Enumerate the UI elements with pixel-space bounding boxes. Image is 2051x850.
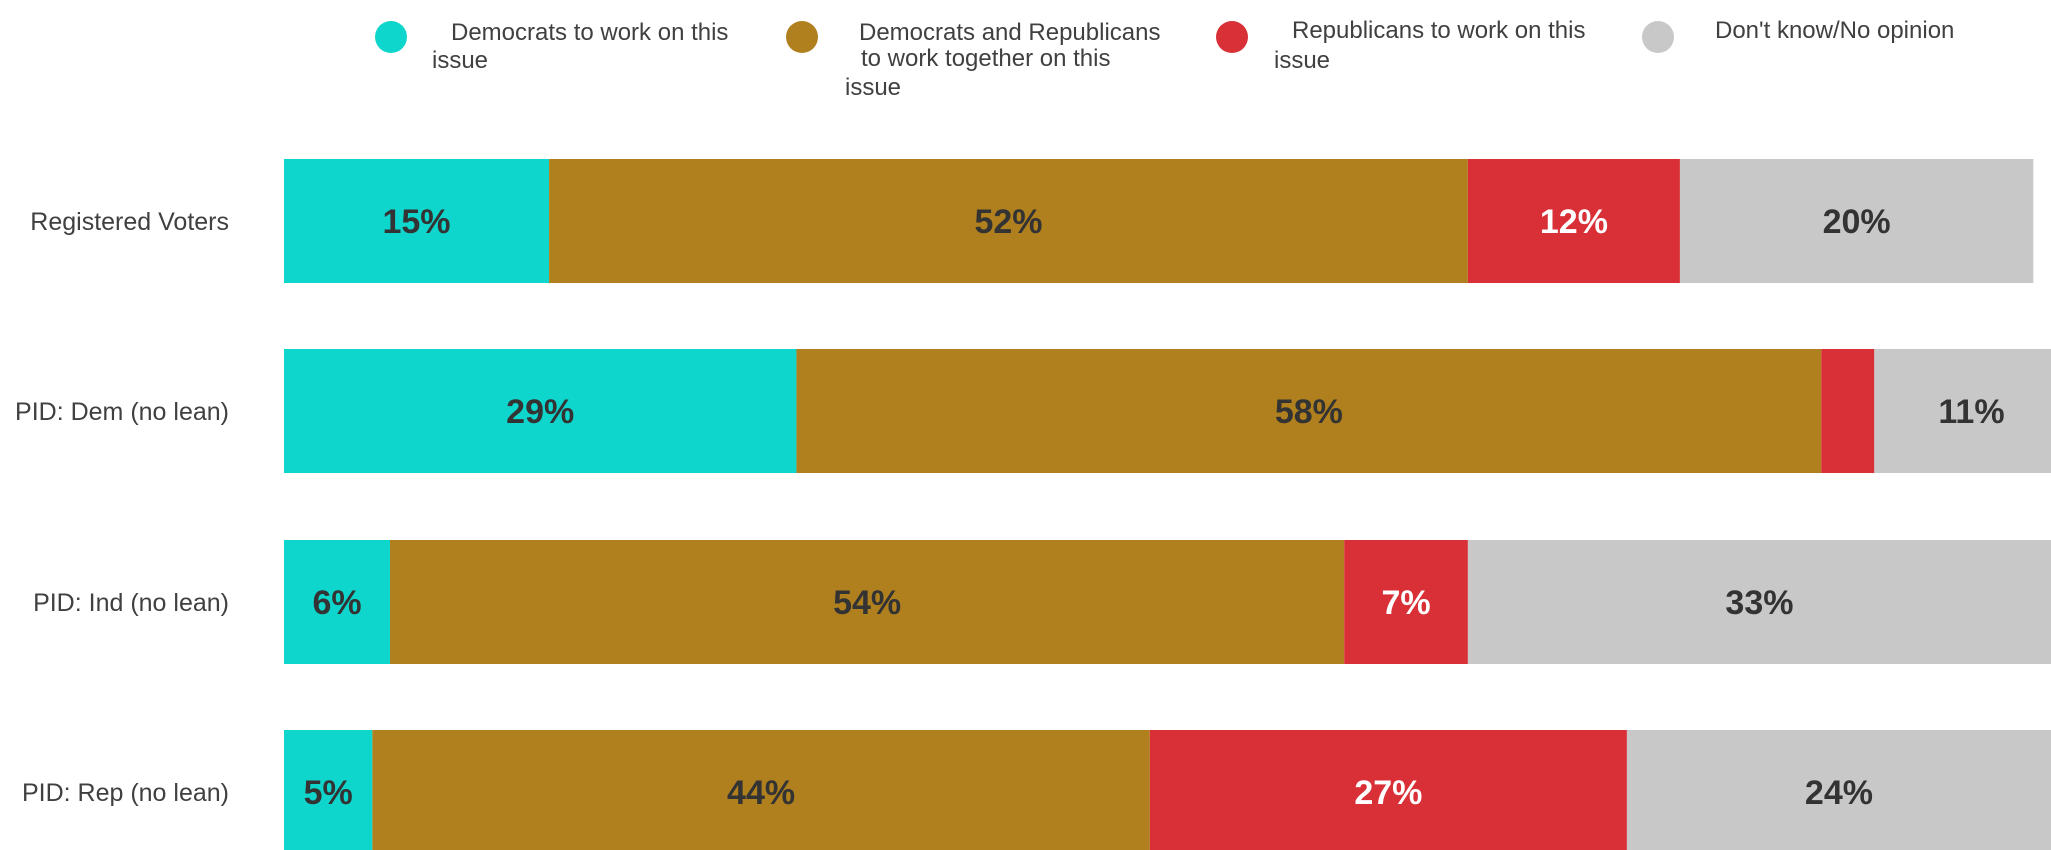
bar-segment [1821,349,1875,473]
category-label: PID: Dem (no lean) [15,398,229,426]
legend-label: issue [432,47,488,74]
legend-entry: Republicans to work on this issue [1216,17,1585,74]
legend-label: Democrats and Republicans [859,19,1161,46]
bar-segment [1467,159,1680,283]
bar-value-label: 12% [1540,203,1608,241]
bar-segment [284,540,391,664]
bar-value-label: 15% [382,203,450,241]
bar-segment [1344,540,1468,664]
bar-value-label: 6% [312,584,361,622]
legend-entry: Don't know/No opinion [1642,17,1954,53]
bar-segment [1467,540,2051,664]
bar-segment [549,159,1468,283]
bar-segment [390,540,1345,664]
legend-marker [786,21,818,53]
bar-segment [1874,349,2051,473]
legend-marker [375,21,407,53]
category-label: Registered Voters [30,208,229,236]
legend: Democrats to work on thisissueDemocrats … [375,17,1954,101]
bar-value-label: 44% [727,774,795,812]
bar-value-label: 29% [506,393,574,431]
bar-value-label: 54% [833,584,901,622]
legend-label: Don't know/No opinion [1715,17,1954,44]
bar-value-label: 27% [1354,774,1422,812]
legend-marker [1642,21,1674,53]
bar-segment [1679,159,2034,283]
bar-segment [372,730,1150,850]
bar-segment [1149,730,1627,850]
legend-label: Republicans to work on this [1292,17,1585,44]
category-labels: Registered Voters PID: Dem (no lean) PID: … [15,208,229,807]
bar-value-labels: 15% 52% 12% 20% 29% 58% 11% 6% 54% 7% 33% 5% 44% 27% 2… [304,203,2005,812]
bar-segment [284,730,373,850]
category-label: PID: Ind (no lean) [33,589,229,617]
bar-segment [1626,730,2051,850]
bars [284,159,2051,850]
bar-value-label: 7% [1381,584,1430,622]
bar-segment [284,349,797,473]
legend-label: issue [1274,47,1330,74]
legend-marker [1216,21,1248,53]
bar-value-label: 58% [1275,393,1343,431]
bar-value-label: 5% [304,774,353,812]
legend-label: Democrats to work on this [451,19,728,46]
bar-value-label: 11% [1938,393,2004,431]
bar-segment [796,349,1822,473]
legend-label: issue [845,74,901,101]
bar-segment [284,159,550,283]
bar-value-label: 33% [1725,584,1793,622]
bar-value-label: 20% [1823,203,1891,241]
bar-value-label: 24% [1805,774,1873,812]
bar-value-label: 52% [974,203,1042,241]
category-label: PID: Rep (no lean) [22,779,229,807]
legend-label: to work together on this [861,45,1110,72]
